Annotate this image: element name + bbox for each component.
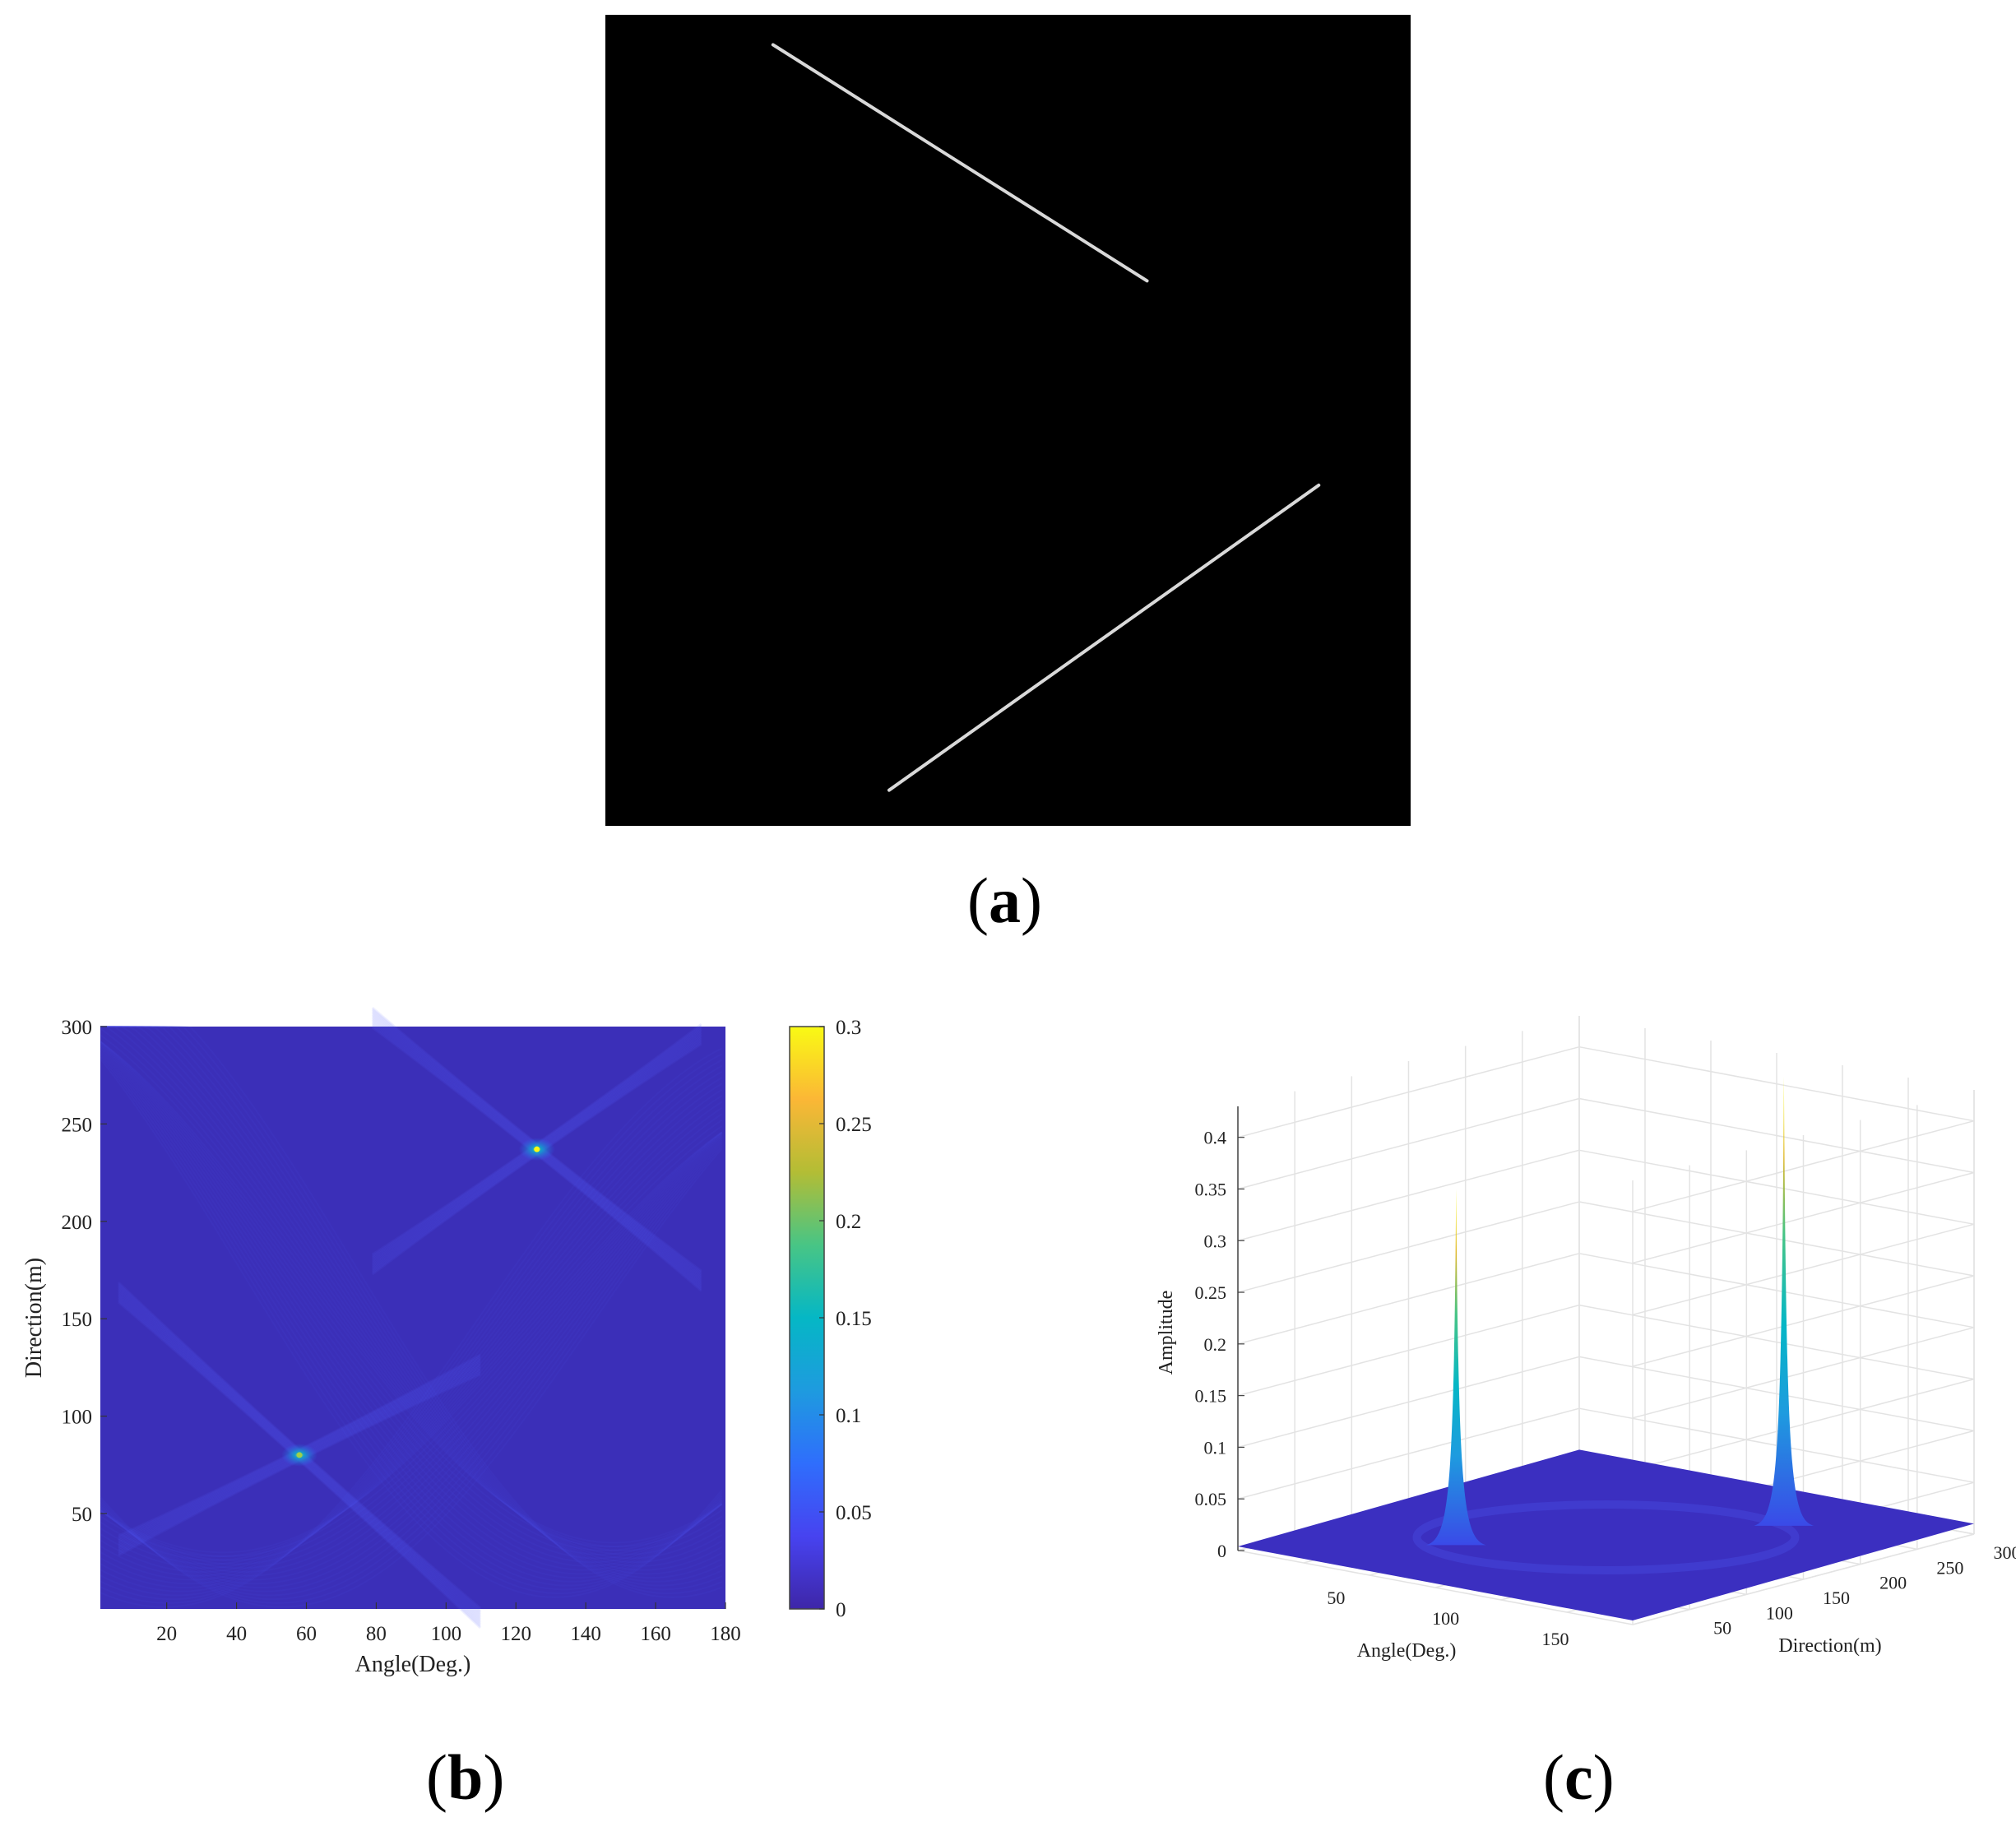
heatmap-y-tick-label: 100: [62, 1407, 93, 1429]
surface-base-plane: [1238, 1449, 1974, 1620]
surface-y-tick-label: 50: [1713, 1618, 1731, 1639]
panel-label-c: (c): [1543, 1741, 1615, 1813]
heatmap-peak-2: [534, 1146, 540, 1152]
heatmap-y-axis-label: Direction(m): [21, 1258, 47, 1378]
surface-z-tick-label: 0.2: [1204, 1334, 1227, 1355]
heatmap-x-axis-label: Angle(Deg.): [355, 1652, 471, 1677]
colorbar-tick-label: 0.25: [836, 1114, 872, 1136]
surface-z-tick-label: 0: [1217, 1541, 1226, 1561]
surface-z-tick-label: 0.15: [1195, 1386, 1227, 1407]
heatmap-x-tick-label: 60: [296, 1623, 317, 1645]
surface-x-tick-label: 50: [1327, 1588, 1345, 1608]
surface-x-axis-label: Angle(Deg.): [1357, 1640, 1457, 1662]
surface-x-tick-label: 100: [1432, 1608, 1459, 1629]
colorbar-tick-label: 0.15: [836, 1308, 872, 1330]
colorbar-tick-label: 0.3: [836, 1017, 861, 1039]
panel-b: 20 40 60 80 100 120 140 160 180 50 100 150 200 250 300…: [21, 1007, 872, 1677]
panel-c: 0 0.05 0.1 0.15 0.2 0.25 0.3 0.35 0.4 50 100 150 50 1…: [1156, 1016, 2016, 1662]
panel-label-b: (b): [426, 1741, 505, 1813]
surface-y-tick-label: 100: [1766, 1602, 1793, 1623]
heatmap-x-tick-label: 140: [570, 1623, 601, 1645]
surface-z-tick-label: 0.4: [1204, 1128, 1227, 1148]
heatmap-x-tick-label: 40: [226, 1623, 247, 1645]
heatmap-x-tick-label: 20: [156, 1623, 177, 1645]
heatmap-x-tick-label: 160: [640, 1623, 671, 1645]
panel-label-a-letter: a: [988, 865, 1021, 936]
panel-label-a: (a): [967, 865, 1042, 936]
heatmap-background: [100, 1027, 725, 1609]
heatmap-y-tick-label: 50: [72, 1504, 92, 1526]
surface-z-tick-label: 0.35: [1195, 1179, 1227, 1199]
colorbar-tick-label: 0: [836, 1599, 846, 1621]
heatmap-x-tick-label: 100: [431, 1623, 462, 1645]
panel-label-c-letter: c: [1564, 1741, 1593, 1813]
heatmap-x-tick-label: 120: [501, 1623, 532, 1645]
surface-z-tick-label: 0.1: [1204, 1437, 1227, 1458]
surface-y-axis-label: Direction(m): [1778, 1635, 1881, 1657]
colorbar: [789, 1026, 825, 1610]
heatmap-x-tick-label: 80: [366, 1623, 387, 1645]
colorbar-tick-label: 0.2: [836, 1211, 861, 1233]
heatmap-peak-1: [296, 1452, 303, 1458]
binary-image-background: [605, 15, 1411, 826]
surface-y-tick-label: 300: [1994, 1542, 2016, 1563]
surface-x-tick-label: 150: [1542, 1629, 1569, 1649]
surface-y-tick-label: 250: [1936, 1557, 1963, 1578]
surface-peak-2: [1754, 1076, 1814, 1526]
panel-label-b-letter: b: [447, 1741, 484, 1813]
heatmap-y-tick-label: 200: [62, 1212, 93, 1234]
surface-z-tick-label: 0.3: [1204, 1231, 1227, 1251]
surface-z-tick-label: 0.25: [1195, 1282, 1227, 1303]
detected-line-2: [887, 483, 1321, 792]
surface-y-tick-label: 150: [1823, 1588, 1850, 1608]
surface-peak-1: [1425, 1189, 1486, 1546]
panel-a: [605, 15, 1411, 826]
colorbar-tick-label: 0.05: [836, 1502, 872, 1524]
heatmap-y-tick-label: 150: [62, 1309, 93, 1331]
surface-z-axis-label: Amplitude: [1156, 1291, 1177, 1375]
detected-line-1: [771, 43, 1149, 283]
surface-y-tick-label: 200: [1879, 1573, 1907, 1593]
surface-z-tick-label: 0.05: [1195, 1489, 1227, 1509]
heatmap-y-tick-label: 250: [62, 1114, 93, 1136]
heatmap-x-tick-label: 180: [710, 1623, 741, 1645]
heatmap-y-tick-label: 300: [62, 1017, 93, 1039]
colorbar-tick-label: 0.1: [836, 1405, 861, 1427]
